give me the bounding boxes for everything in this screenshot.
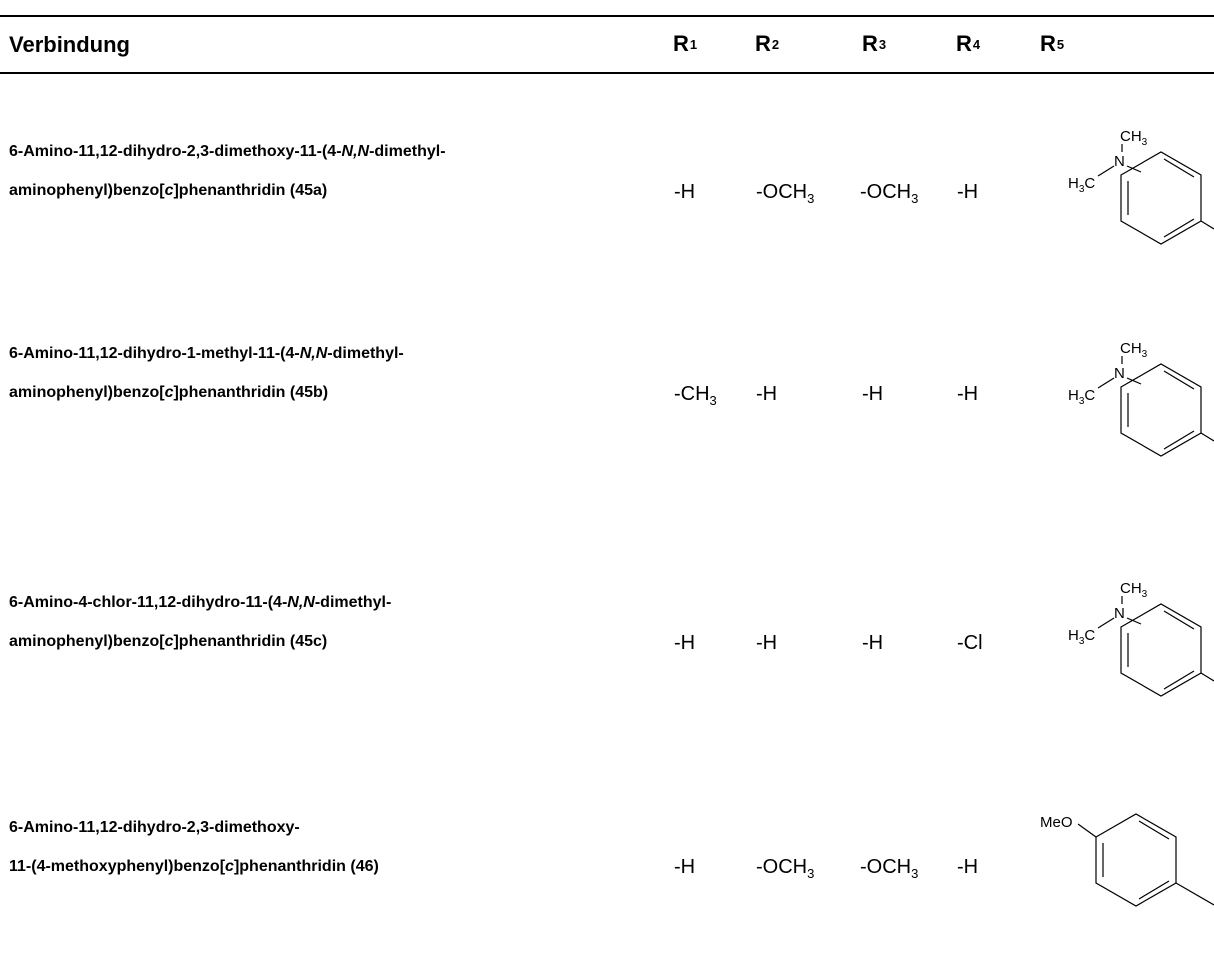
r4-value: -Cl <box>957 632 983 654</box>
r3-value: -OCH3 <box>860 181 919 206</box>
n-label: N <box>1114 365 1125 382</box>
r2-value: -OCH3 <box>756 181 815 206</box>
methoxyphenyl-structure: MeO <box>1040 813 1214 907</box>
r2-value: -H <box>756 383 778 405</box>
compound-name-line: 6-Amino-11,12-dihydro-2,3-dimethoxy- <box>9 819 300 836</box>
n-label: N <box>1114 153 1125 170</box>
r1-value: -H <box>674 856 696 878</box>
compound-name-line: aminophenyl)benzo[c]phenanthridin (45c) <box>9 633 328 650</box>
header-r4: R4 <box>956 31 981 56</box>
compound-name-line: 11-(4-methoxyphenyl)benzo[c]phenanthridi… <box>9 858 379 875</box>
ch3-label: CH3 <box>1120 128 1148 148</box>
dimethylaminophenyl-structure: CH3 N H3C <box>1068 580 1214 697</box>
header-r1: R1 <box>673 31 698 56</box>
h3c-label: H3C <box>1068 175 1095 195</box>
r4-value: -H <box>957 383 979 405</box>
r3-value: -H <box>862 632 884 654</box>
compound-name-line: 6-Amino-11,12-dihydro-2,3-dimethoxy-11-(… <box>9 143 446 160</box>
r1-value: -H <box>674 632 696 654</box>
n-label: N <box>1114 605 1125 622</box>
ch3-label: CH3 <box>1120 340 1148 360</box>
header-r3: R3 <box>862 31 887 56</box>
top-rule <box>0 15 1214 17</box>
r2-value: -H <box>756 632 778 654</box>
r4-value: -H <box>957 856 979 878</box>
h3c-label: H3C <box>1068 627 1095 647</box>
r3-value: -H <box>862 383 884 405</box>
r1-value: -H <box>674 181 696 203</box>
r2-value: -OCH3 <box>756 856 815 881</box>
compound-name-line: 6-Amino-11,12-dihydro-1-methyl-11-(4-N,N… <box>9 345 404 362</box>
r3-value: -OCH3 <box>860 856 919 881</box>
header-compound: Verbindung <box>9 32 130 57</box>
compound-name-line: 6-Amino-4-chlor-11,12-dihydro-11-(4-N,N-… <box>9 594 392 611</box>
meo-label: MeO <box>1040 814 1073 831</box>
header-r2: R2 <box>755 31 780 56</box>
r1-value: -CH3 <box>674 383 717 408</box>
header-rule <box>0 72 1214 74</box>
ch3-label: CH3 <box>1120 580 1148 600</box>
header-r5: R5 <box>1040 31 1065 56</box>
compound-name-line: aminophenyl)benzo[c]phenanthridin (45a) <box>9 182 328 199</box>
h3c-label: H3C <box>1068 387 1095 407</box>
dimethylaminophenyl-structure: CH3 N H3C <box>1068 128 1214 245</box>
r4-value: -H <box>957 181 979 203</box>
compound-name-line: aminophenyl)benzo[c]phenanthridin (45b) <box>9 384 329 401</box>
dimethylaminophenyl-structure: CH3 N H3C <box>1068 340 1214 457</box>
